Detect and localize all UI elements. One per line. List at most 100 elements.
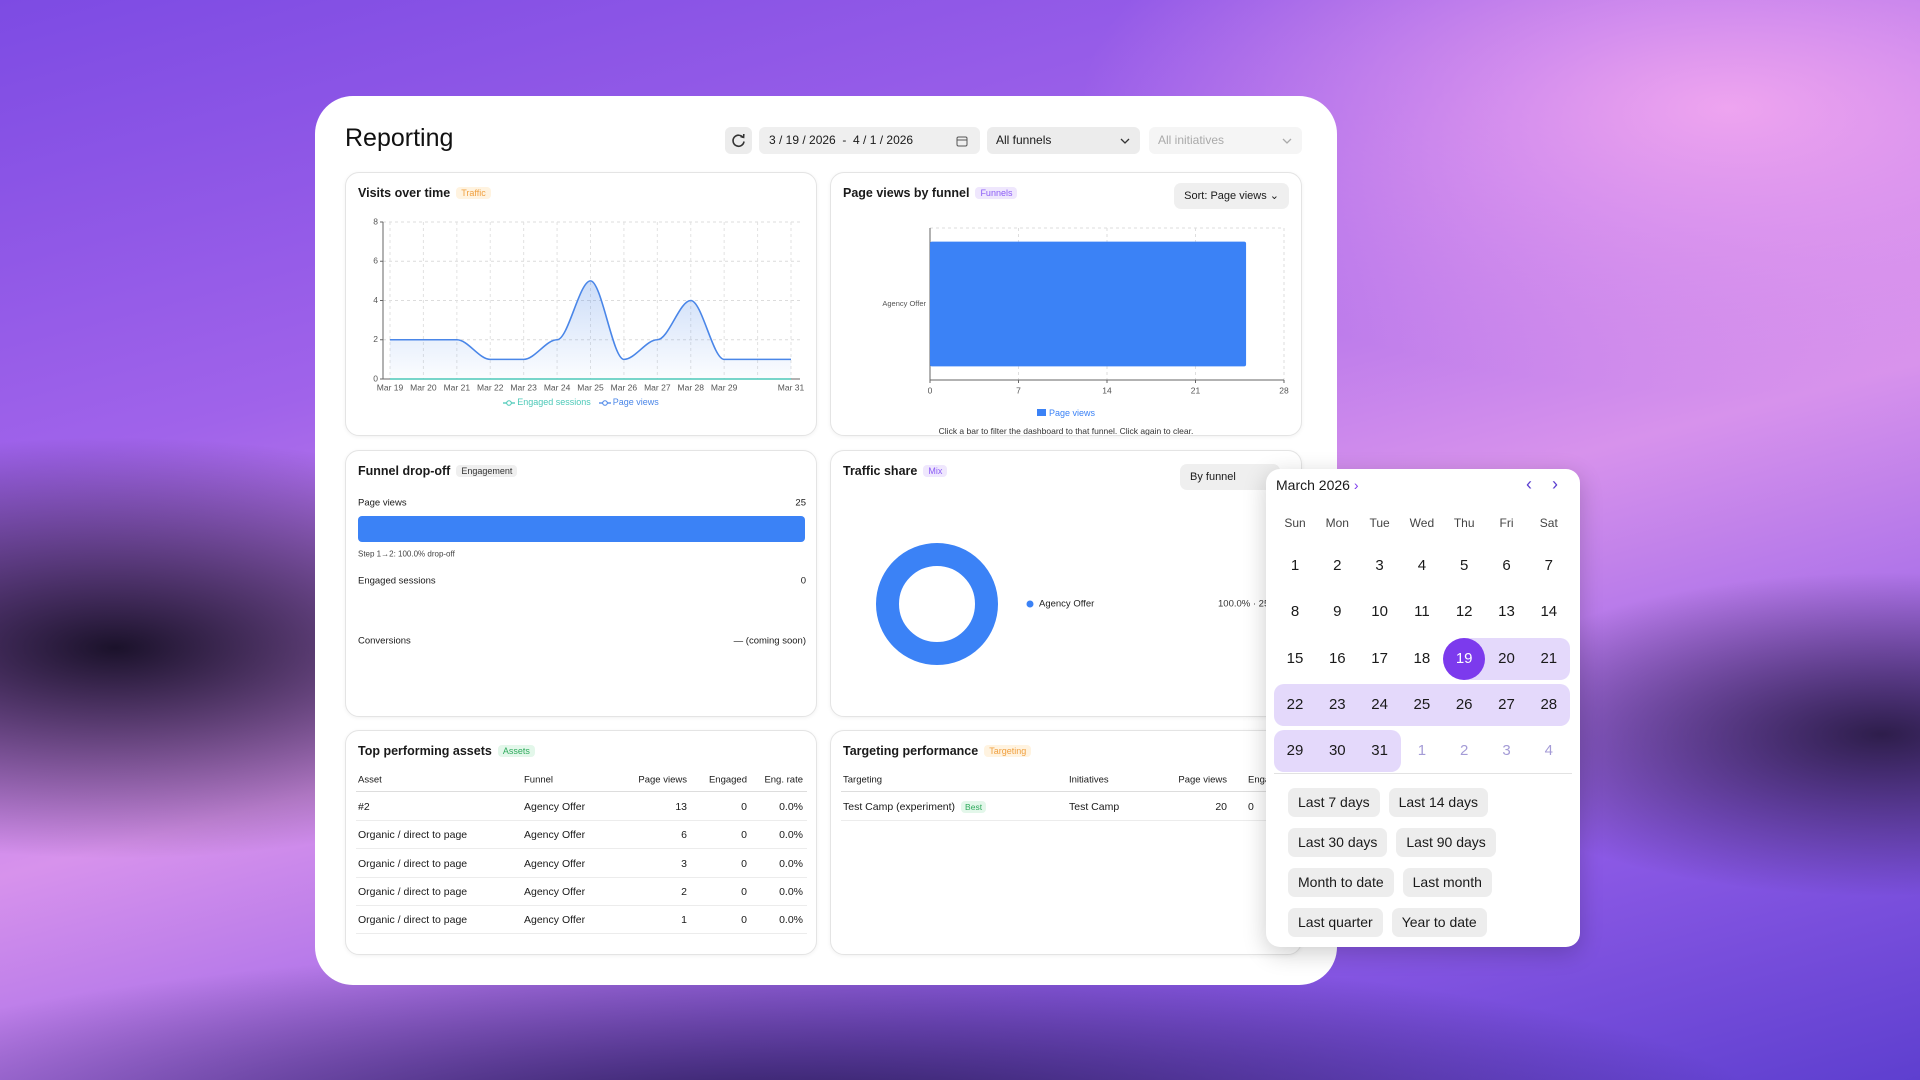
day-cell[interactable]: 23 — [1328, 695, 1346, 713]
funnel-select[interactable]: All funnels — [987, 127, 1140, 154]
page-title: Reporting — [345, 124, 454, 152]
preset-button[interactable]: Year to date — [1391, 908, 1487, 937]
day-cell[interactable]: 12 — [1455, 603, 1473, 621]
legend-text: Agency Offer — [1039, 599, 1094, 610]
day-cell[interactable]: 22 — [1286, 695, 1304, 713]
day-cell[interactable]: 28 — [1540, 695, 1558, 713]
day-cell[interactable]: 9 — [1333, 603, 1342, 621]
tag: Targeting — [984, 745, 1032, 757]
step-value: — (coming soon) — [733, 635, 806, 647]
group-button[interactable]: By funnel — [1180, 464, 1280, 490]
day-cell[interactable]: 13 — [1498, 603, 1515, 621]
column-header: Targeting — [843, 774, 883, 786]
series-line — [389, 280, 791, 361]
day-cell[interactable]: 1 — [1290, 557, 1300, 574]
preset-button[interactable]: Last 14 days — [1388, 788, 1488, 817]
funnel-dropoff-panel: Funnel drop-off Engagement Page views 25 En… — [345, 450, 817, 717]
legend-item: Engaged sessions — [503, 397, 591, 407]
column-header: Initiatives — [1069, 774, 1109, 786]
table-cell: 3 — [681, 857, 687, 870]
y-tick-label: 8 — [373, 216, 378, 226]
panel-title: Traffic share Mix — [843, 464, 948, 478]
day-cell[interactable]: 2 — [1333, 557, 1342, 574]
table-cell: Organic / direct to page — [358, 914, 468, 927]
step-label: Engaged sessions — [358, 575, 436, 587]
refresh-button[interactable] — [725, 127, 752, 154]
next-month-day[interactable]: 2 — [1460, 742, 1469, 760]
day-cell[interactable]: 8 — [1290, 603, 1300, 621]
tag: Funnels — [975, 187, 1018, 199]
prev-month[interactable]: ‹ — [1526, 474, 1532, 494]
panel-title-text: Traffic share — [843, 464, 918, 478]
table-cell: 0.0% — [779, 857, 803, 870]
series-area — [390, 280, 791, 379]
day-cell[interactable]: 25 — [1413, 695, 1431, 713]
traffic-share-panel: Traffic share Mix By funnel Agency Offer 1… — [830, 450, 1302, 717]
weekday: Tue — [1369, 516, 1390, 530]
day-cell[interactable]: 29 — [1286, 742, 1304, 760]
day-cell[interactable]: 31 — [1371, 742, 1388, 760]
step-bar-canvas — [358, 516, 805, 542]
day-cell[interactable]: 19 — [1443, 637, 1486, 680]
next-month-day[interactable]: 1 — [1417, 742, 1427, 760]
legend-item: Page views — [598, 397, 659, 407]
legend-text: Engaged sessions — [517, 397, 591, 407]
day-cell[interactable]: 24 — [1371, 695, 1388, 713]
next-month-day[interactable]: 3 — [1502, 742, 1511, 760]
preset-button[interactable]: Last 30 days — [1288, 828, 1388, 857]
funnel-views-panel: Page views by funnel Funnels Sort: Page v… — [830, 172, 1302, 436]
legend-text: Page views — [612, 397, 659, 407]
date-range-input[interactable]: 3 / 19 / 2026 - 4 / 1 / 2026 — [759, 127, 980, 154]
preset-button[interactable]: Last month — [1402, 868, 1492, 897]
day-cell[interactable]: 4 — [1417, 557, 1427, 574]
day-cell[interactable]: 26 — [1455, 695, 1473, 713]
table-cell: Test Camp (experiment) Best — [843, 801, 987, 813]
panel-title: Visits over time Traffic — [358, 186, 491, 200]
x-tick-label: Mar 26 — [611, 382, 638, 392]
next-month[interactable]: › — [1552, 474, 1558, 494]
x-tick-label: Mar 24 — [544, 382, 571, 392]
column-header: Engaged — [708, 774, 747, 786]
day-cell[interactable]: 20 — [1498, 649, 1515, 667]
table-cell: 0.0% — [779, 914, 803, 927]
reporting-card: Reporting 3 / 19 / 2026 - 4 / 1 / 2026 A… — [315, 96, 1337, 985]
preset-button[interactable]: Month to date — [1288, 868, 1394, 897]
day-cell[interactable]: 5 — [1460, 557, 1469, 574]
chevron — [1120, 138, 1130, 144]
table-cell: 20 — [1215, 801, 1227, 813]
preset-button[interactable]: Last quarter — [1288, 908, 1383, 937]
day-cell[interactable]: 16 — [1328, 649, 1346, 667]
initiative-select[interactable]: All initiatives — [1149, 127, 1302, 154]
table-cell: Agency Offer — [524, 829, 586, 842]
month-label: March 2026 › — [1276, 477, 1359, 493]
day-cell[interactable]: 7 — [1544, 557, 1553, 574]
day-cell[interactable]: 10 — [1371, 603, 1388, 621]
y-tick-label: 6 — [373, 256, 378, 266]
day-cell[interactable]: 27 — [1498, 695, 1515, 713]
month-label-text[interactable]: March 2026 — [1276, 477, 1350, 493]
day-cell[interactable]: 21 — [1540, 649, 1558, 667]
day-cell[interactable]: 17 — [1371, 649, 1388, 667]
day-cell[interactable]: 14 — [1540, 603, 1558, 621]
range-band — [1274, 683, 1570, 726]
day-cell[interactable]: 30 — [1328, 742, 1346, 760]
tag: Traffic — [456, 187, 491, 199]
day-cell[interactable]: 15 — [1286, 649, 1304, 667]
column-header: Asset — [358, 774, 382, 786]
tag: Assets — [497, 745, 535, 757]
preset-button[interactable]: Last 90 days — [1396, 828, 1496, 857]
preset-button[interactable]: Last 7 days — [1288, 788, 1380, 817]
day-cell[interactable]: 18 — [1413, 649, 1431, 667]
step-value: 25 — [795, 497, 806, 509]
weekday: Thu — [1453, 516, 1475, 530]
next-month-day[interactable]: 4 — [1544, 742, 1553, 760]
day-cell[interactable]: 11 — [1414, 603, 1430, 621]
pie-chart: Agency Offer 100.0% · 25 — [876, 543, 1269, 665]
chevron — [1282, 138, 1292, 144]
table-cell: 0 — [741, 801, 747, 813]
x-tick-label: Mar 25 — [577, 382, 604, 392]
step-value: 0 — [800, 575, 806, 587]
sort-button[interactable]: Sort: Page views ⌄ — [1174, 183, 1289, 209]
day-cell[interactable]: 3 — [1375, 557, 1384, 574]
day-cell[interactable]: 6 — [1502, 557, 1511, 574]
